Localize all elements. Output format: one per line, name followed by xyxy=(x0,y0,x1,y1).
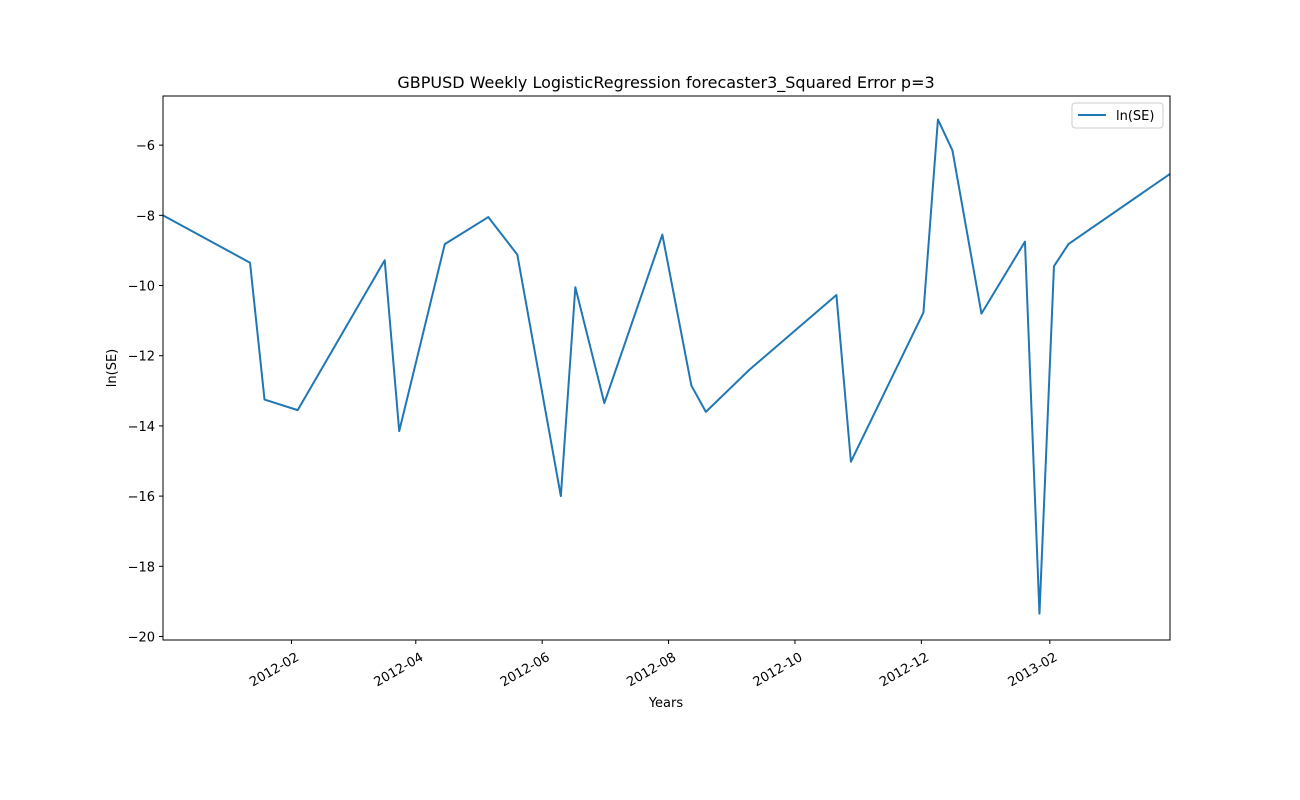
series-line-0 xyxy=(163,118,1170,615)
y-tick-label: −14 xyxy=(128,420,155,435)
y-tick-label: −16 xyxy=(128,490,155,505)
y-axis: −20 −18 −16 −14 −12 −10 −8 −6 xyxy=(128,139,163,645)
y-tick-label: −20 xyxy=(128,630,155,645)
y-axis-label: ln(SE) xyxy=(105,349,120,387)
legend: ln(SE) xyxy=(1071,102,1164,129)
y-tick-label: −12 xyxy=(128,350,155,365)
y-tick-label: −6 xyxy=(136,139,155,154)
y-tick-label: −10 xyxy=(128,280,155,295)
y-tick-label: −8 xyxy=(136,209,155,224)
plot-area xyxy=(163,118,1170,615)
x-axis-label: Years xyxy=(648,696,684,711)
y-tick-label: −18 xyxy=(128,560,155,575)
chart-title: GBPUSD Weekly LogisticRegression forecas… xyxy=(397,73,934,93)
legend-box xyxy=(1071,102,1164,129)
legend-label: ln(SE) xyxy=(1116,109,1154,124)
plot-frame xyxy=(162,95,1171,641)
